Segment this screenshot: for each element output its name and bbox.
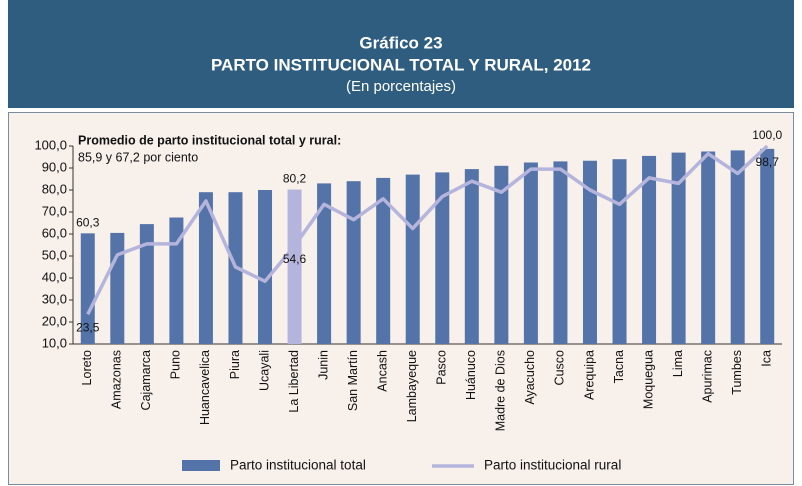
annotation-text: 85,9 y 67,2 por ciento bbox=[78, 150, 198, 164]
x-tick-label: Arequipa bbox=[582, 350, 596, 400]
bar bbox=[612, 159, 627, 344]
x-tick-label: La Libertad bbox=[287, 350, 301, 413]
x-tick-label: Lambayeque bbox=[405, 350, 419, 422]
x-tick-label: Lima bbox=[671, 350, 685, 377]
legend-swatch bbox=[182, 460, 220, 471]
x-tick-label: Ancash bbox=[375, 350, 389, 392]
bar bbox=[582, 160, 597, 344]
y-tick-label: 80,0 bbox=[42, 181, 67, 196]
bar bbox=[346, 181, 361, 344]
y-tick-label: 60,0 bbox=[42, 225, 67, 240]
y-tick-label: 40,0 bbox=[42, 269, 67, 284]
y-tick-label: 70,0 bbox=[42, 203, 67, 218]
x-tick-label: Huancavelica bbox=[198, 350, 212, 425]
x-tick-label: Ayacucho bbox=[523, 350, 537, 405]
chart-title: Gráfico 23 bbox=[359, 33, 442, 52]
bar-value-label: 80,2 bbox=[283, 172, 307, 186]
bar bbox=[405, 174, 420, 344]
x-tick-label: Tacna bbox=[612, 350, 626, 383]
legend-label: Parto institucional total bbox=[230, 458, 366, 473]
y-tick-label: 20,0 bbox=[42, 313, 67, 328]
line-value-label: 100,0 bbox=[752, 128, 782, 142]
x-tick-label: Junin bbox=[316, 350, 330, 380]
chart-frame bbox=[8, 112, 794, 485]
x-tick-label: Madre de Dios bbox=[494, 350, 508, 431]
x-tick-label: San Martín bbox=[346, 350, 360, 411]
header-band bbox=[8, 0, 794, 108]
bar bbox=[80, 233, 95, 344]
bar-value-label: 98,7 bbox=[756, 155, 780, 169]
x-tick-label: Amazonas bbox=[110, 350, 124, 409]
y-tick-label: 10,0 bbox=[42, 335, 67, 350]
bar bbox=[287, 189, 302, 344]
bar bbox=[760, 148, 775, 344]
x-tick-label: Ica bbox=[760, 350, 774, 367]
chart-subtitle: PARTO INSTITUCIONAL TOTAL Y RURAL, 2012 bbox=[211, 55, 591, 74]
bar bbox=[139, 224, 154, 344]
x-tick-label: Loreto bbox=[80, 350, 94, 385]
bar bbox=[730, 150, 745, 344]
bar bbox=[671, 152, 686, 344]
x-tick-label: Tumbes bbox=[730, 350, 744, 395]
unit-note: (En porcentajes) bbox=[346, 78, 456, 95]
line-value-label: 54,6 bbox=[283, 252, 307, 266]
x-tick-label: Piura bbox=[228, 350, 242, 379]
line-value-label: 23,5 bbox=[76, 320, 100, 334]
y-tick-label: 100,0 bbox=[34, 137, 67, 152]
y-tick-label: 30,0 bbox=[42, 291, 67, 306]
x-tick-label: Huánuco bbox=[464, 350, 478, 400]
legend-label: Parto institucional rural bbox=[484, 458, 621, 473]
bar bbox=[553, 161, 568, 344]
bar bbox=[494, 165, 509, 344]
x-tick-label: Pasco bbox=[435, 350, 449, 385]
bar bbox=[198, 192, 213, 344]
bar bbox=[701, 151, 716, 344]
x-tick-label: Moquegua bbox=[641, 350, 655, 409]
y-tick-label: 90,0 bbox=[42, 159, 67, 174]
x-tick-label: Cusco bbox=[553, 350, 567, 385]
y-tick-label: 50,0 bbox=[42, 247, 67, 262]
bar bbox=[642, 155, 657, 344]
bar bbox=[464, 169, 479, 344]
bar bbox=[169, 217, 184, 344]
bar bbox=[523, 162, 538, 344]
x-tick-label: Ucayali bbox=[257, 350, 271, 391]
bar bbox=[110, 232, 125, 344]
bar bbox=[258, 190, 273, 344]
rural-line bbox=[86, 144, 769, 316]
x-tick-label: Cajamarca bbox=[139, 350, 153, 410]
x-tick-label: Puno bbox=[169, 350, 183, 379]
bar bbox=[435, 172, 450, 344]
bar bbox=[376, 177, 391, 344]
annotation-title: Promedio de parto institucional total y … bbox=[78, 133, 341, 147]
bar bbox=[317, 183, 332, 344]
bar-value-label: 60,3 bbox=[76, 216, 100, 230]
x-tick-label: Apurimac bbox=[700, 350, 714, 403]
